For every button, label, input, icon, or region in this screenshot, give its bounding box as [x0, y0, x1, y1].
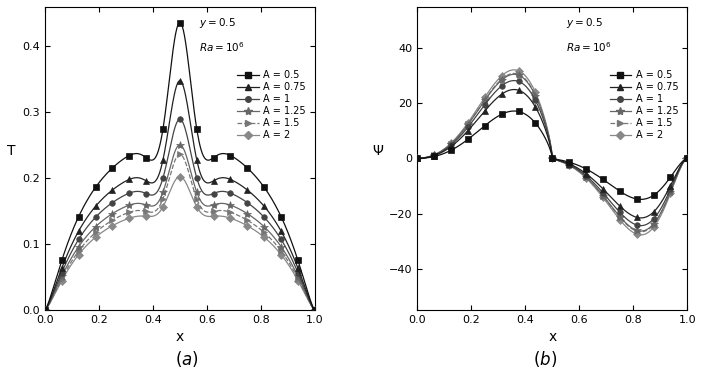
Text: $(a)$: $(a)$: [175, 349, 199, 369]
Text: $y = 0.5$: $y = 0.5$: [566, 16, 602, 30]
Y-axis label: T: T: [7, 144, 15, 158]
Legend: A = 0.5, A = 0.75, A = 1, A = 1.25, A = 1.5, A = 2: A = 0.5, A = 0.75, A = 1, A = 1.25, A = …: [233, 66, 310, 144]
X-axis label: x: x: [548, 330, 557, 344]
Text: $(b)$: $(b)$: [534, 349, 557, 369]
Text: $Ra = 10^6$: $Ra = 10^6$: [566, 40, 612, 54]
X-axis label: x: x: [176, 330, 184, 344]
Text: $y = 0.5$: $y = 0.5$: [199, 16, 236, 30]
Legend: A = 0.5, A = 0.75, A = 1, A = 1.25, A = 1.5, A = 2: A = 0.5, A = 0.75, A = 1, A = 1.25, A = …: [606, 66, 683, 144]
Y-axis label: Ψ: Ψ: [373, 144, 383, 158]
Text: $Ra = 10^6$: $Ra = 10^6$: [199, 40, 245, 54]
